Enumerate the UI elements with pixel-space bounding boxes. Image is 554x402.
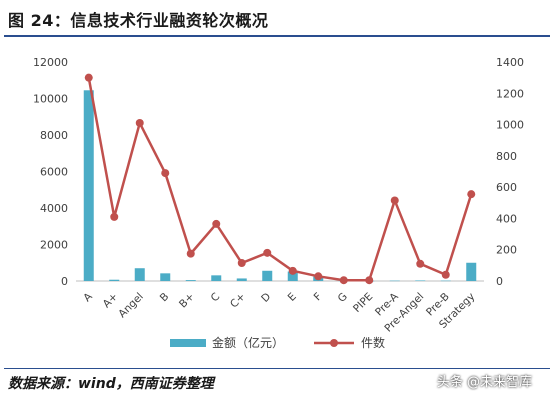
x-tick-label: D: [259, 291, 273, 305]
line-point-G: [339, 276, 348, 285]
line-point-B+: [186, 249, 195, 258]
line-point-Pre-A: [390, 196, 399, 205]
legend-line-marker: [330, 339, 338, 347]
source-rule: [4, 368, 550, 369]
right-tick-label: 1400: [496, 56, 524, 69]
bar-Pre-B: [440, 280, 451, 282]
x-tick-label: C: [209, 291, 223, 305]
line-point-Pre-B: [441, 270, 450, 279]
bar-series: [83, 90, 477, 282]
right-tick-label: 800: [496, 150, 517, 163]
x-tick-label: C+: [228, 291, 248, 311]
line-point-A: [84, 73, 93, 82]
right-tick-label: 1200: [496, 87, 524, 100]
line-point-F: [314, 272, 323, 281]
source-note: 数据来源：wind，西南证券整理: [8, 376, 214, 392]
line-point-Angel: [135, 119, 144, 128]
legend-bar-label: 金额（亿元）: [212, 335, 284, 350]
bar-Angel: [134, 268, 145, 281]
line-point-C: [212, 219, 221, 228]
right-tick-label: 200: [496, 244, 517, 257]
x-tick-label: A+: [101, 291, 121, 311]
title-rule: [4, 35, 550, 37]
right-tick-label: 400: [496, 212, 517, 225]
bar-Strategy: [466, 262, 477, 281]
bar-A+: [109, 279, 120, 281]
line-series: [84, 73, 476, 285]
right-axis-ticks: 0 200 400 600 800 1000 1200 1400: [496, 56, 524, 288]
line-point-PIPE: [365, 276, 374, 285]
bar-E: [287, 271, 298, 281]
x-tick-label: F: [312, 291, 325, 304]
x-tick-label: E: [286, 291, 299, 304]
x-tick-label: B+: [177, 291, 197, 311]
line-point-Strategy: [467, 190, 476, 199]
left-tick-label: 8000: [40, 129, 68, 142]
x-tick-label: Angel: [116, 291, 146, 321]
left-tick-label: 12000: [33, 56, 68, 69]
line-point-D: [263, 248, 272, 257]
line-path: [87, 77, 473, 282]
legend: 金额（亿元） 件数: [170, 335, 385, 350]
left-tick-label: 0: [61, 275, 68, 288]
bar-Pre-Angel: [415, 280, 426, 281]
left-tick-label: 10000: [33, 93, 68, 106]
right-tick-label: 600: [496, 181, 517, 194]
left-tick-label: 4000: [40, 202, 68, 215]
x-tick-label: G: [336, 291, 350, 305]
left-tick-label: 2000: [40, 239, 68, 252]
combo-chart: 0 2000 4000 6000 8000 10000 12000 0 200 400 600 80…: [33, 56, 524, 350]
line-point-C+: [237, 259, 246, 268]
legend-line-label: 件数: [361, 335, 385, 350]
line-point-A+: [110, 212, 119, 221]
right-tick-label: 0: [496, 275, 503, 288]
bar-Pre-A: [389, 280, 400, 282]
watermark: 头条 @未来智库: [436, 375, 532, 390]
left-tick-label: 6000: [40, 166, 68, 179]
left-axis-ticks: 0 2000 4000 6000 8000 10000 12000: [33, 56, 68, 288]
x-tick-label: B: [158, 291, 172, 305]
x-tick-label: A: [81, 290, 95, 304]
x-tick-label: PIPE: [351, 291, 375, 315]
bar-B: [160, 273, 171, 281]
line-point-Pre-Angel: [416, 259, 425, 268]
bar-C+: [236, 278, 247, 281]
figure-title: 图 24：信息技术行业融资轮次概况: [8, 11, 269, 30]
line-point-B: [161, 169, 170, 178]
right-tick-label: 1000: [496, 119, 524, 132]
bar-C: [211, 275, 222, 281]
bar-B+: [185, 280, 196, 281]
legend-bar-swatch: [170, 339, 206, 347]
x-tick-labels: A A+Angel B B+ C C+ D E F G PIPEPre-APre-AngelPre-…: [81, 290, 477, 335]
bar-D: [262, 270, 273, 281]
line-point-E: [288, 266, 297, 275]
bar-A: [83, 90, 94, 281]
